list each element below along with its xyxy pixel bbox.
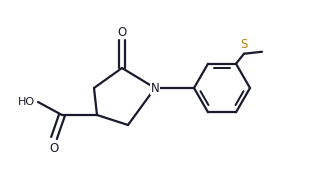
Text: S: S [240,38,248,51]
Text: O: O [117,26,127,38]
Text: N: N [151,81,159,95]
Text: HO: HO [17,97,35,107]
Text: O: O [49,141,59,155]
